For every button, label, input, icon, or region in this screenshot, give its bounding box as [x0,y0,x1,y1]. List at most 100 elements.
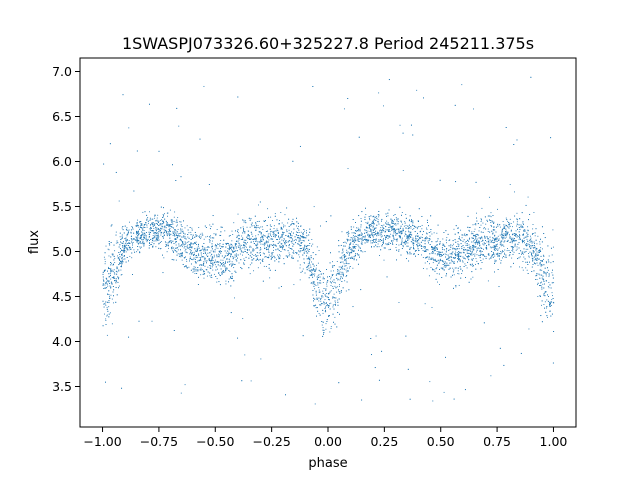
data-point [108,276,110,278]
data-point [458,238,460,240]
data-point [148,247,150,249]
data-point [223,272,225,273]
data-point [470,246,472,248]
data-point [463,234,465,236]
data-point [241,235,243,237]
data-point [264,243,266,245]
data-point [284,214,286,216]
data-point [276,228,278,230]
data-point [304,246,305,248]
data-point [136,226,138,227]
data-point [370,231,372,233]
data-point [262,228,264,230]
data-point [438,252,440,254]
data-point [495,253,497,255]
data-point [436,251,438,253]
data-point [210,255,212,257]
data-point [198,276,199,278]
data-point [532,259,534,261]
data-point [447,254,449,256]
data-point [542,258,544,260]
data-point [359,238,361,240]
data-point [224,255,226,257]
data-point [322,282,324,283]
data-point [435,278,437,280]
data-point [322,296,324,298]
data-point [535,263,536,265]
data-point [400,243,402,245]
data-point [206,275,208,277]
data-point [160,241,162,242]
data-point [401,232,403,234]
data-point [316,264,317,266]
data-point [238,239,240,241]
data-point [539,285,541,286]
data-point [414,250,416,252]
data-point [181,245,183,246]
data-point [155,229,157,231]
data-point [242,247,244,249]
data-point [508,255,510,257]
data-point [243,244,245,246]
data-point [509,237,511,239]
data-point [406,239,408,241]
data-point [204,251,206,253]
data-point [494,259,496,261]
data-point [507,231,509,233]
data-point [144,233,146,235]
data-point [114,257,116,259]
data-point [531,246,533,248]
data-point [434,253,436,255]
data-point [551,254,553,256]
data-point [349,247,351,249]
data-point [249,226,251,228]
data-point [146,239,148,241]
data-point [177,228,179,230]
data-point [123,246,125,247]
data-point [378,223,380,225]
data-point [272,220,273,221]
data-point [373,218,375,220]
data-point [460,229,462,231]
data-point [378,234,379,236]
data-point [193,270,195,272]
data-point [203,277,205,279]
data-point [113,269,115,271]
data-point [201,234,203,236]
data-point [446,258,447,260]
data-point [447,264,448,266]
data-point [256,221,258,222]
data-point [349,249,351,251]
data-point [112,253,114,255]
data-point [128,240,130,242]
data-point [426,233,428,235]
data-point [187,241,189,243]
data-point [189,260,190,262]
data-point [318,269,320,271]
data-point [510,246,512,247]
data-point [212,269,214,271]
data-point [477,243,479,245]
data-point [451,254,453,256]
data-point [273,243,274,245]
data-point [365,240,367,241]
data-point [460,251,462,253]
data-point [237,245,239,247]
data-point [318,277,319,278]
data-point [154,233,156,235]
data-point [375,335,377,337]
data-point [216,256,218,258]
data-point [255,240,257,242]
data-point [457,252,459,254]
data-point [126,229,128,231]
data-point [192,237,193,239]
data-point [415,235,417,237]
data-point [224,271,226,273]
data-point [504,226,506,228]
data-point [180,239,182,241]
data-point [442,251,443,253]
data-point [310,255,312,257]
data-point [118,270,120,272]
data-point [139,242,141,244]
data-point [283,232,285,233]
